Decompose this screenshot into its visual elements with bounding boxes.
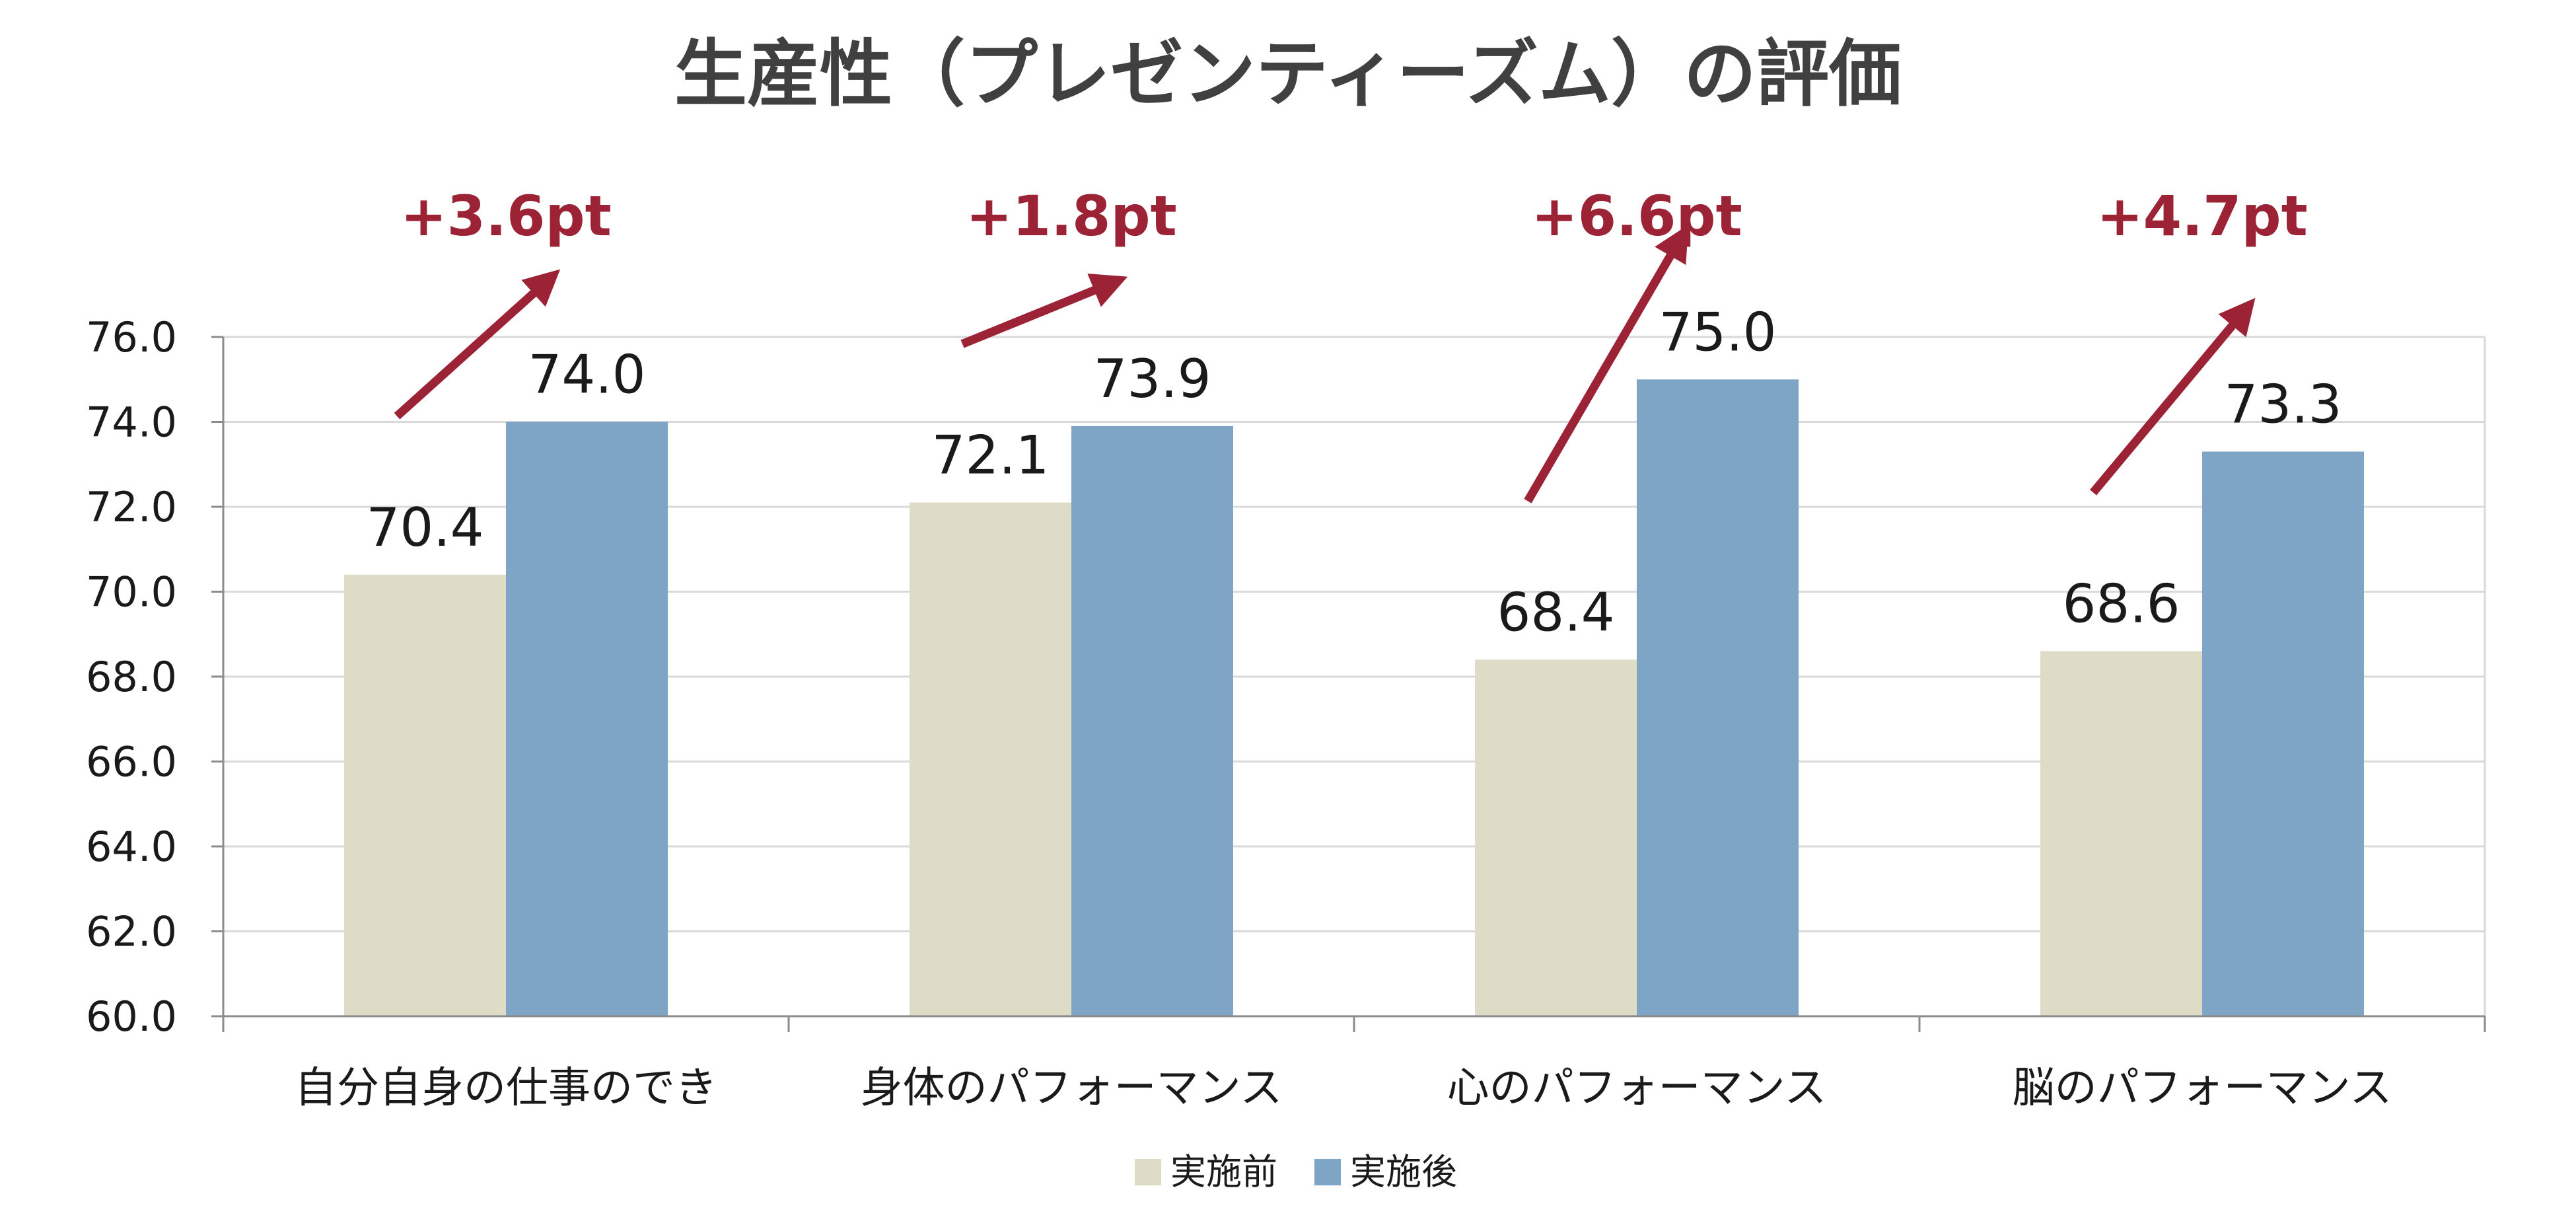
change-annotation: +4.7pt (2096, 184, 2307, 248)
change-annotation: +3.6pt (400, 184, 611, 248)
y-tick-label: 68.0 (86, 653, 177, 701)
data-label-after: 74.0 (528, 344, 645, 406)
bar-after (506, 422, 668, 1016)
bar-before (1475, 659, 1637, 1016)
axes: 60.0 62.0 64.0 66.0 68.0 70.0 72.0 74.0 76.0 自分自身… (86, 313, 2486, 1113)
legend-label-before: 実施前 (1170, 1151, 1277, 1193)
change-annotations: +3.6pt +1.8pt +6.6pt +4.7pt (394, 184, 2308, 503)
increase-arrow (2090, 297, 2256, 496)
bar-after (1637, 379, 1799, 1016)
increase-arrow (960, 274, 1128, 348)
category-label: 身体のパフォーマンス (861, 1064, 1283, 1113)
y-tick-label: 62.0 (86, 908, 177, 956)
y-tick-label: 70.0 (86, 568, 177, 616)
bar-before (2040, 651, 2202, 1016)
y-tick-label: 72.0 (86, 483, 177, 531)
bar-before (910, 502, 1071, 1016)
y-tick-label: 74.0 (86, 398, 177, 447)
bar-after (2202, 451, 2364, 1016)
category-label: 自分自身の仕事のでき (295, 1064, 717, 1113)
legend-swatch-after (1314, 1159, 1341, 1185)
data-label-before: 68.6 (2062, 573, 2180, 634)
category-label: 心のパフォーマンス (1447, 1064, 1827, 1113)
legend-label-after: 実施後 (1350, 1151, 1457, 1193)
data-labels: 70.4 74.0 72.1 73.9 68.4 75.0 68.6 73.3 (366, 301, 2342, 643)
category-label: 脳のパフォーマンス (2013, 1064, 2392, 1113)
y-tick-label: 60.0 (86, 992, 177, 1041)
change-annotation: +6.6pt (1531, 184, 1742, 248)
increase-arrow (1524, 225, 1689, 503)
chart-title: 生産性（プレゼンティーズム）の評価 (674, 32, 1902, 116)
legend-swatch-before (1135, 1159, 1161, 1185)
legend: 実施前 実施後 (1135, 1151, 1457, 1193)
y-tick-label: 76.0 (86, 313, 177, 361)
y-tick-label: 66.0 (86, 738, 177, 786)
bar-after (1071, 426, 1233, 1016)
y-tick-label: 64.0 (86, 823, 177, 871)
data-label-after: 73.3 (2224, 373, 2342, 435)
bars (344, 379, 2364, 1016)
data-label-after: 73.9 (1093, 348, 1211, 410)
data-label-before: 68.4 (1497, 581, 1614, 643)
change-annotation: +1.8pt (966, 184, 1176, 248)
data-label-after: 75.0 (1659, 301, 1776, 363)
data-label-before: 70.4 (366, 497, 483, 558)
bar-before (344, 574, 506, 1016)
data-label-before: 72.1 (931, 425, 1049, 486)
increase-arrow (394, 269, 561, 420)
